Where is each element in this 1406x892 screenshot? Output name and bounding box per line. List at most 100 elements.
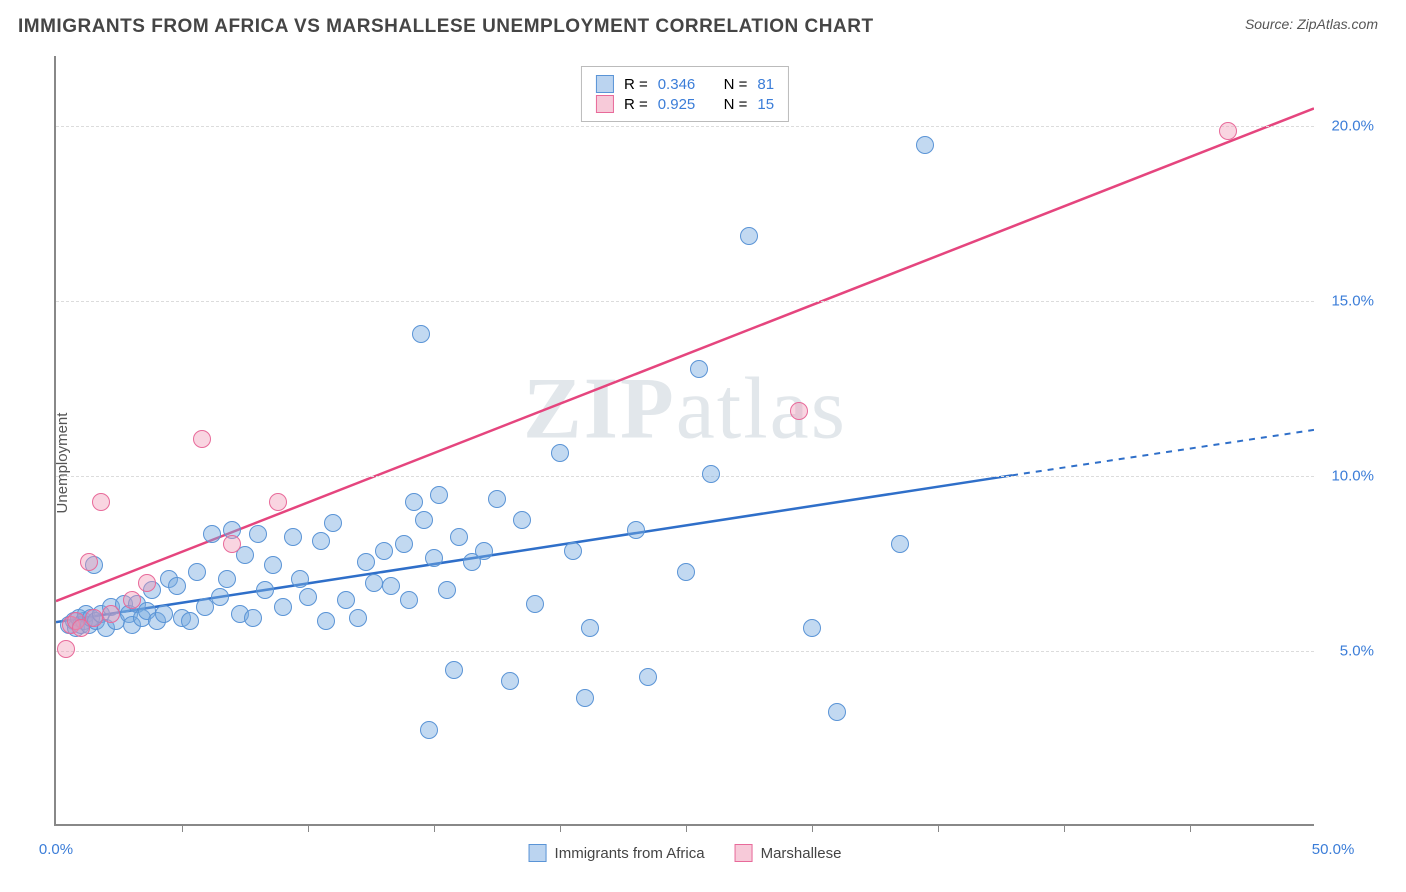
data-point xyxy=(430,486,448,504)
data-point xyxy=(475,542,493,560)
n-value: 15 xyxy=(757,96,774,113)
legend-item-marshallese: Marshallese xyxy=(735,844,842,862)
data-point xyxy=(400,591,418,609)
x-tick xyxy=(686,824,687,832)
gridline xyxy=(56,476,1314,477)
data-point xyxy=(57,640,75,658)
data-point xyxy=(357,553,375,571)
data-point xyxy=(639,668,657,686)
data-point xyxy=(188,563,206,581)
data-point xyxy=(405,493,423,511)
data-point xyxy=(218,570,236,588)
data-point xyxy=(425,549,443,567)
data-point xyxy=(828,703,846,721)
x-tick xyxy=(1190,824,1191,832)
legend-label: Immigrants from Africa xyxy=(555,845,705,862)
data-point xyxy=(526,595,544,613)
data-point xyxy=(269,493,287,511)
data-point xyxy=(790,402,808,420)
source-credit: Source: ZipAtlas.com xyxy=(1245,16,1378,32)
gridline xyxy=(56,651,1314,652)
x-tick xyxy=(938,824,939,832)
x-tick xyxy=(182,824,183,832)
data-point xyxy=(415,511,433,529)
source-name: ZipAtlas.com xyxy=(1297,16,1378,32)
data-point xyxy=(168,577,186,595)
data-point xyxy=(211,588,229,606)
data-point xyxy=(274,598,292,616)
data-point xyxy=(581,619,599,637)
data-point xyxy=(551,444,569,462)
data-point xyxy=(256,581,274,599)
data-point xyxy=(324,514,342,532)
data-point xyxy=(803,619,821,637)
x-tick xyxy=(812,824,813,832)
x-tick-label: 50.0% xyxy=(1312,841,1355,858)
data-point xyxy=(92,493,110,511)
r-label: R = xyxy=(624,96,648,113)
data-point xyxy=(677,563,695,581)
r-value: 0.346 xyxy=(658,76,696,93)
x-tick-label: 0.0% xyxy=(39,841,73,858)
data-point xyxy=(891,535,909,553)
gridline xyxy=(56,126,1314,127)
data-point xyxy=(375,542,393,560)
data-point xyxy=(365,574,383,592)
x-tick xyxy=(1064,824,1065,832)
trend-lines xyxy=(56,56,1314,825)
data-point xyxy=(203,525,221,543)
x-tick xyxy=(560,824,561,832)
data-point xyxy=(181,612,199,630)
data-point xyxy=(249,525,267,543)
data-point xyxy=(138,574,156,592)
data-point xyxy=(349,609,367,627)
watermark-zip: ZIP xyxy=(523,361,676,458)
y-tick-label: 5.0% xyxy=(1340,643,1374,660)
chart-container: Unemployment ZIPatlas R = 0.346 N = 81 R… xyxy=(18,48,1388,878)
data-point xyxy=(102,605,120,623)
swatch-pink-icon xyxy=(735,844,753,862)
data-point xyxy=(702,465,720,483)
data-point xyxy=(317,612,335,630)
data-point xyxy=(291,570,309,588)
r-value: 0.925 xyxy=(658,96,696,113)
series-legend: Immigrants from Africa Marshallese xyxy=(529,844,842,862)
x-tick xyxy=(434,824,435,832)
data-point xyxy=(284,528,302,546)
swatch-blue-icon xyxy=(596,75,614,93)
data-point xyxy=(264,556,282,574)
y-tick-label: 20.0% xyxy=(1331,118,1374,135)
gridline xyxy=(56,301,1314,302)
data-point xyxy=(85,609,103,627)
x-tick xyxy=(308,824,309,832)
data-point xyxy=(395,535,413,553)
n-value: 81 xyxy=(757,76,774,93)
data-point xyxy=(223,535,241,553)
data-point xyxy=(576,689,594,707)
r-label: R = xyxy=(624,76,648,93)
swatch-blue-icon xyxy=(529,844,547,862)
data-point xyxy=(916,136,934,154)
source-prefix: Source: xyxy=(1245,16,1297,32)
data-point xyxy=(382,577,400,595)
data-point xyxy=(445,661,463,679)
n-label: N = xyxy=(724,96,748,113)
y-tick-label: 15.0% xyxy=(1331,293,1374,310)
data-point xyxy=(299,588,317,606)
data-point xyxy=(1219,122,1237,140)
data-point xyxy=(80,553,98,571)
data-point xyxy=(564,542,582,560)
legend-row-marshallese: R = 0.925 N = 15 xyxy=(596,95,774,113)
data-point xyxy=(412,325,430,343)
legend-label: Marshallese xyxy=(761,845,842,862)
data-point xyxy=(337,591,355,609)
legend-row-africa: R = 0.346 N = 81 xyxy=(596,75,774,93)
data-point xyxy=(690,360,708,378)
data-point xyxy=(513,511,531,529)
chart-header: IMMIGRANTS FROM AFRICA VS MARSHALLESE UN… xyxy=(0,0,1406,42)
data-point xyxy=(244,609,262,627)
data-point xyxy=(420,721,438,739)
chart-title: IMMIGRANTS FROM AFRICA VS MARSHALLESE UN… xyxy=(18,16,874,38)
data-point xyxy=(193,430,211,448)
data-point xyxy=(627,521,645,539)
